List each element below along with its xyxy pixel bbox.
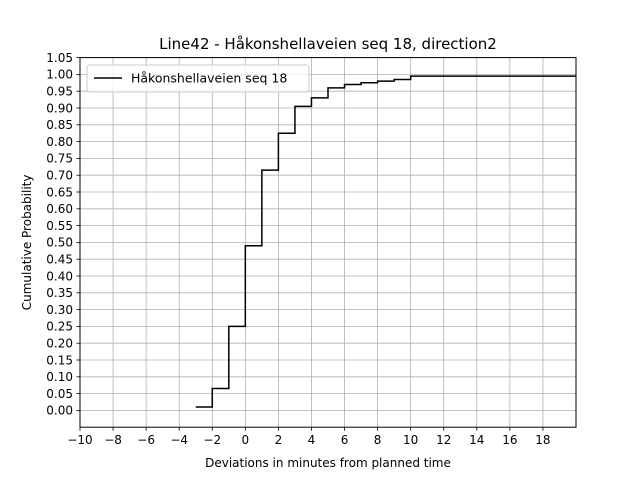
x-tick-label: 6 <box>341 433 349 447</box>
y-tick-label: 0.40 <box>46 269 73 283</box>
series-layer <box>195 75 576 408</box>
y-tick-label: 0.35 <box>46 286 73 300</box>
y-tick-label: 0.90 <box>46 101 73 115</box>
x-tick-label: −6 <box>137 433 155 447</box>
x-tick-label: 10 <box>403 433 418 447</box>
x-tick-label: 12 <box>436 433 451 447</box>
grid <box>79 57 576 428</box>
y-tick-label: 0.05 <box>46 387 73 401</box>
y-axis-label: Cumulative Probability <box>20 175 34 311</box>
y-tick-label: 0.45 <box>46 253 73 267</box>
x-tick-label: −10 <box>67 433 92 447</box>
y-tick-label: 0.50 <box>46 236 73 250</box>
y-tick-label: 0.85 <box>46 118 73 132</box>
legend-box <box>86 64 310 93</box>
y-tick-label: 0.20 <box>46 337 73 351</box>
y-tick-label: 1.00 <box>46 68 73 82</box>
x-tick-label: −2 <box>203 433 221 447</box>
y-tick-label: 0.00 <box>46 404 73 418</box>
x-tick-label: 2 <box>275 433 283 447</box>
y-tick-label: 0.95 <box>46 85 73 99</box>
x-axis-label: Deviations in minutes from planned time <box>205 456 451 470</box>
x-axis: −10 −8 −6 −4 −2 0 2 4 6 8 10 12 14 16 18 <box>67 427 551 447</box>
y-tick-label: 0.30 <box>46 303 73 317</box>
x-tick-label: 16 <box>502 433 517 447</box>
y-tick-label: 0.65 <box>46 185 73 199</box>
y-tick-label: 1.05 <box>46 51 73 65</box>
y-tick-label: 0.75 <box>46 152 73 166</box>
x-tick-label: 18 <box>535 433 550 447</box>
x-tick-label: −8 <box>104 433 122 447</box>
y-tick-label: 0.80 <box>46 135 73 149</box>
y-tick-label: 0.10 <box>46 370 73 384</box>
x-tick-label: −4 <box>170 433 188 447</box>
legend-entry: Håkonshellaveien seq 18 <box>131 71 287 86</box>
y-tick-label: 0.70 <box>46 169 73 183</box>
y-tick-label: 0.55 <box>46 219 73 233</box>
y-tick-label: 0.60 <box>46 202 73 216</box>
legend: Håkonshellaveien seq 18 <box>86 64 310 93</box>
series-line <box>195 75 576 408</box>
y-tick-label: 0.25 <box>46 320 73 334</box>
x-tick-label: 14 <box>469 433 484 447</box>
x-tick-label: 0 <box>242 433 250 447</box>
chart-title: Line42 - Håkonshellaveien seq 18, direct… <box>159 35 497 53</box>
x-tick-label: 4 <box>308 433 316 447</box>
x-tick-label: 8 <box>374 433 382 447</box>
y-tick-label: 0.15 <box>46 353 73 367</box>
y-axis: 0.00 0.05 0.10 0.15 0.20 0.25 0.30 0.35 0.40 0.45… <box>46 51 80 418</box>
